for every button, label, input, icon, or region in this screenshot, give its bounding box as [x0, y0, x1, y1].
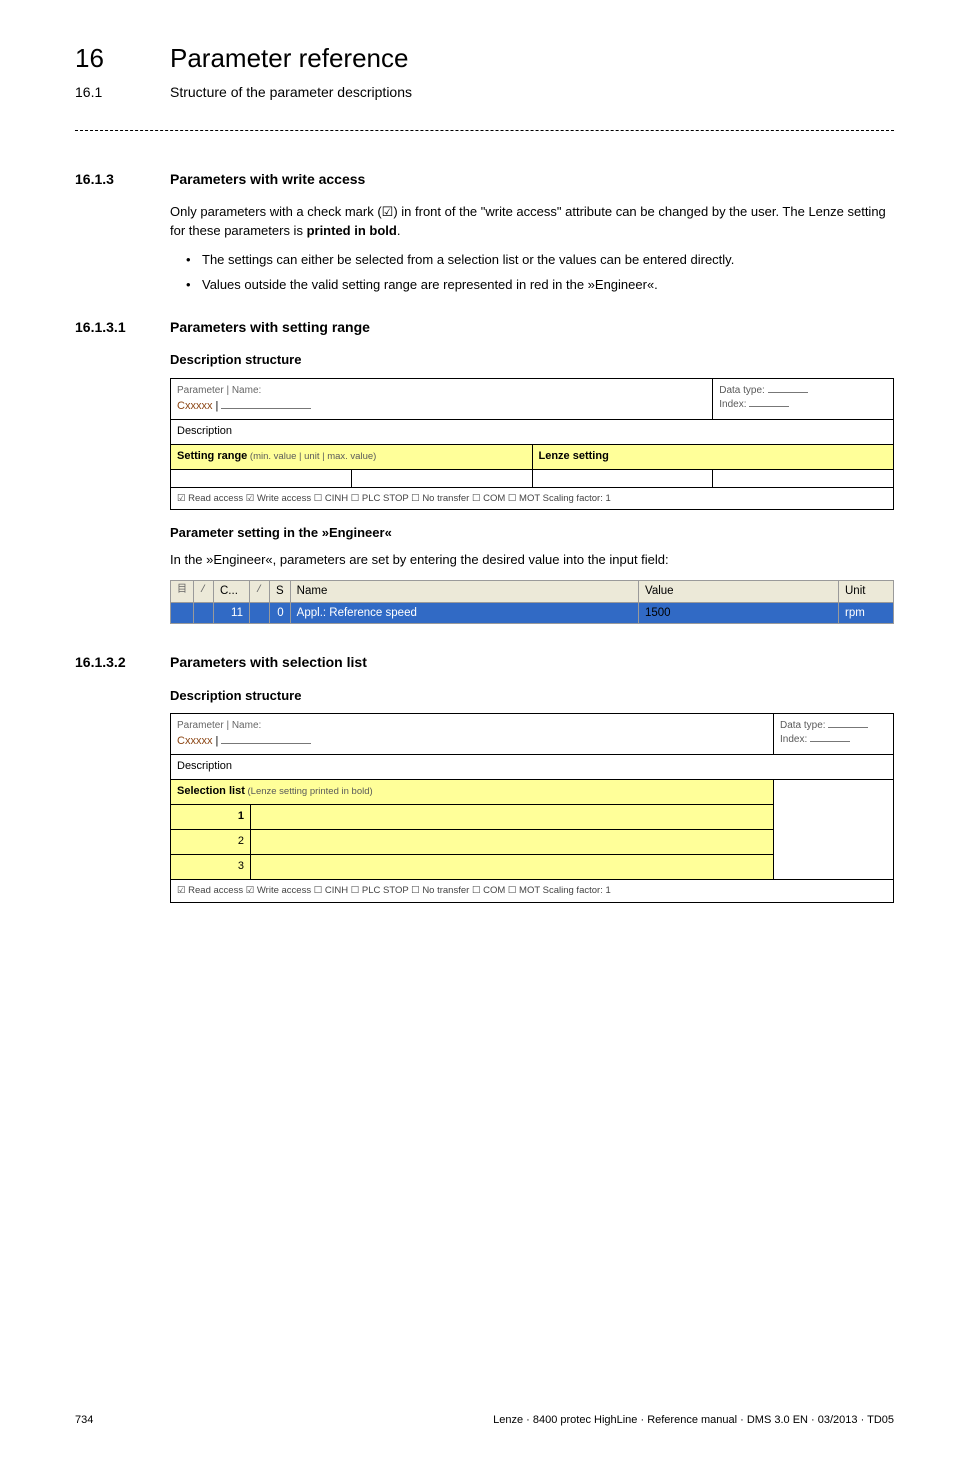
s3-access-cell: ☑ Read access ☑ Write access ☐ CINH ☐ PL…	[171, 880, 894, 903]
empty-cell	[532, 469, 713, 487]
eng-cell-slash2	[250, 602, 270, 624]
s3-sel-sub: (Lenze setting printed in bold)	[245, 786, 373, 797]
blank-line-icon	[221, 734, 311, 744]
s2-param-name-cell: Parameter | Name: Cxxxxx |	[171, 378, 713, 419]
subsection-number: 16.1	[75, 82, 170, 102]
s3-index-label: Index:	[780, 734, 810, 745]
eng-cell-name: Appl.: Reference speed	[290, 602, 638, 624]
s2-eng-head: Parameter setting in the »Engineer«	[170, 524, 894, 543]
bullet-1: The settings can either be selected from…	[186, 251, 894, 270]
s3-desc-head: Description structure	[170, 687, 894, 706]
s3-param-name-cell: Parameter | Name: Cxxxxx |	[171, 714, 774, 755]
empty-cell	[251, 855, 774, 880]
blank-line-icon	[749, 397, 789, 407]
chapter-number: 16	[75, 40, 170, 78]
s2-pipe: |	[212, 400, 221, 412]
s2-access-cell: ☑ Read access ☑ Write access ☐ CINH ☐ PL…	[171, 487, 894, 510]
section-3-number: 16.1.3.2	[75, 652, 170, 672]
s3-datatype-cell: Data type: Index:	[774, 714, 894, 755]
eng-col-c: C...	[214, 581, 250, 603]
s3-description-cell: Description	[171, 755, 894, 780]
s2-eng-para: In the »Engineer«, parameters are set by…	[170, 551, 894, 570]
s2-datatype-label: Data type:	[719, 385, 767, 396]
section-2-heading: 16.1.3.1Parameters with setting range	[75, 317, 894, 337]
eng-value-input[interactable]: 1500	[639, 602, 839, 624]
divider	[75, 130, 894, 131]
page-number: 734	[75, 1413, 93, 1429]
empty-cell	[171, 469, 352, 487]
subsection-heading: 16.1Structure of the parameter descripti…	[75, 82, 894, 102]
s3-cxx: Cxxxxx	[177, 735, 212, 747]
eng-cell-s: 0	[270, 602, 291, 624]
s3-v1: 1	[171, 805, 251, 830]
empty-cell	[251, 805, 774, 830]
section-1-bullets: The settings can either be selected from…	[186, 251, 894, 295]
footer-text: Lenze · 8400 protec HighLine · Reference…	[493, 1413, 894, 1429]
eng-row-selected[interactable]: 11 0 Appl.: Reference speed 1500 rpm	[171, 602, 894, 624]
eng-col-icon: 目	[171, 581, 194, 603]
eng-col-s: S	[270, 581, 291, 603]
s2-cxx: Cxxxxx	[177, 400, 212, 412]
eng-col-value: Value	[639, 581, 839, 603]
empty-cell	[713, 469, 894, 487]
s3-pipe: |	[212, 735, 221, 747]
eng-cell-unit: rpm	[839, 602, 894, 624]
s3-right-empty	[774, 780, 894, 880]
s3-selection-head-cell: Selection list (Lenze setting printed in…	[171, 780, 774, 805]
section-2-title: Parameters with setting range	[170, 319, 370, 335]
eng-cell-slash1	[194, 602, 214, 624]
s2-datatype-cell: Data type: Index:	[713, 378, 894, 419]
s3-description-table: Parameter | Name: Cxxxxx | Data type: In…	[170, 713, 894, 902]
s2-index-label: Index:	[719, 399, 749, 410]
section-1-paragraph: Only parameters with a check mark (☑) in…	[170, 203, 894, 241]
eng-col-name: Name	[290, 581, 638, 603]
s2-desc-head: Description structure	[170, 351, 894, 370]
section-3-title: Parameters with selection list	[170, 654, 367, 670]
section-3-heading: 16.1.3.2Parameters with selection list	[75, 652, 894, 672]
section-1-title: Parameters with write access	[170, 171, 365, 187]
blank-line-icon	[810, 732, 850, 742]
blank-line-icon	[221, 399, 311, 409]
s3-v3: 3	[171, 855, 251, 880]
eng-cell-icon	[171, 602, 194, 624]
chapter-heading: 16Parameter reference	[75, 40, 894, 78]
s2-pn-label: Parameter | Name:	[177, 385, 261, 396]
s1-para-text: Only parameters with a check mark (☑) in…	[170, 204, 886, 238]
eng-col-unit: Unit	[839, 581, 894, 603]
s3-v2: 2	[171, 830, 251, 855]
s3-datatype-label: Data type:	[780, 720, 828, 731]
s3-pn-label: Parameter | Name:	[177, 720, 261, 731]
blank-line-icon	[828, 718, 868, 728]
s1-para-bold: printed in bold	[307, 223, 397, 238]
s2-description-cell: Description	[171, 419, 894, 444]
s2-setting-sub: (min. value | unit | max. value)	[247, 451, 376, 462]
s2-lenze-cell: Lenze setting	[532, 444, 894, 469]
blank-line-icon	[768, 383, 808, 393]
eng-col-slash2: /	[250, 581, 270, 603]
page-footer: 734 Lenze · 8400 protec HighLine · Refer…	[75, 1413, 894, 1429]
engineer-table: 目 / C... / S Name Value Unit 11 0 Appl.:…	[170, 580, 894, 624]
section-2-number: 16.1.3.1	[75, 317, 170, 337]
s2-setting-range: Setting range	[177, 450, 247, 462]
empty-cell	[351, 469, 532, 487]
eng-cell-c: 11	[214, 602, 250, 624]
s2-description-table: Parameter | Name: Cxxxxx | Data type: In…	[170, 378, 894, 511]
s1-para-tail: .	[397, 223, 401, 238]
eng-col-slash1: /	[194, 581, 214, 603]
section-1-number: 16.1.3	[75, 169, 170, 189]
section-1-heading: 16.1.3Parameters with write access	[75, 169, 894, 189]
chapter-title: Parameter reference	[170, 43, 408, 73]
bullet-2: Values outside the valid setting range a…	[186, 276, 894, 295]
subsection-title: Structure of the parameter descriptions	[170, 84, 412, 100]
empty-cell	[251, 830, 774, 855]
s2-setting-range-cell: Setting range (min. value | unit | max. …	[171, 444, 533, 469]
s3-sel-label: Selection list	[177, 785, 245, 797]
